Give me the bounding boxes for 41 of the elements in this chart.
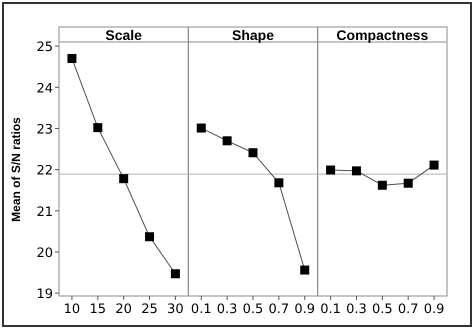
x-tick-label: 25 — [141, 302, 158, 317]
point — [274, 178, 284, 188]
point — [67, 54, 76, 63]
point — [326, 166, 336, 175]
chart-title: Shape — [232, 27, 274, 43]
x-tick-label: 0.1 — [190, 302, 212, 317]
y-tick-label: 20 — [36, 246, 53, 261]
y-tick-label: 22 — [36, 164, 53, 179]
point — [248, 148, 258, 158]
chart-title: Compactness — [336, 27, 428, 43]
point — [145, 232, 154, 242]
x-tick-label: 0.1 — [320, 302, 341, 317]
x-tick-label: 0.5 — [242, 302, 264, 317]
point — [300, 266, 310, 275]
point — [170, 269, 180, 278]
y-tick-label: 21 — [36, 204, 53, 220]
y-tick-label: 24 — [36, 81, 53, 96]
x-tick-label: 0.9 — [294, 302, 316, 317]
point — [404, 178, 413, 188]
point — [430, 160, 439, 170]
x-tick-label: 10 — [64, 302, 80, 317]
x-tick-label: 0.9 — [424, 302, 444, 317]
point — [222, 136, 232, 146]
point — [378, 180, 387, 190]
x-tick-label: 15 — [90, 302, 106, 317]
point — [196, 124, 206, 133]
x-tick-label: 30 — [167, 302, 184, 317]
x-tick-label: 0.5 — [372, 302, 393, 317]
x-tick-label: 0.3 — [216, 302, 238, 317]
x-tick-label: 0.3 — [346, 302, 367, 317]
x-tick-label: 20 — [115, 302, 132, 317]
point — [352, 166, 361, 176]
x-tick-label: 0.7 — [268, 302, 290, 317]
y-tick-label: 23 — [36, 122, 53, 138]
y-tick-label: 19 — [36, 287, 53, 302]
point — [93, 123, 102, 132]
y-axis-title: Mean of S/N ratios — [9, 116, 23, 222]
point — [119, 174, 128, 184]
chart-title: Scale — [105, 27, 142, 43]
y-tick-label: 25 — [36, 40, 53, 56]
x-tick-label: 0.7 — [398, 302, 419, 317]
